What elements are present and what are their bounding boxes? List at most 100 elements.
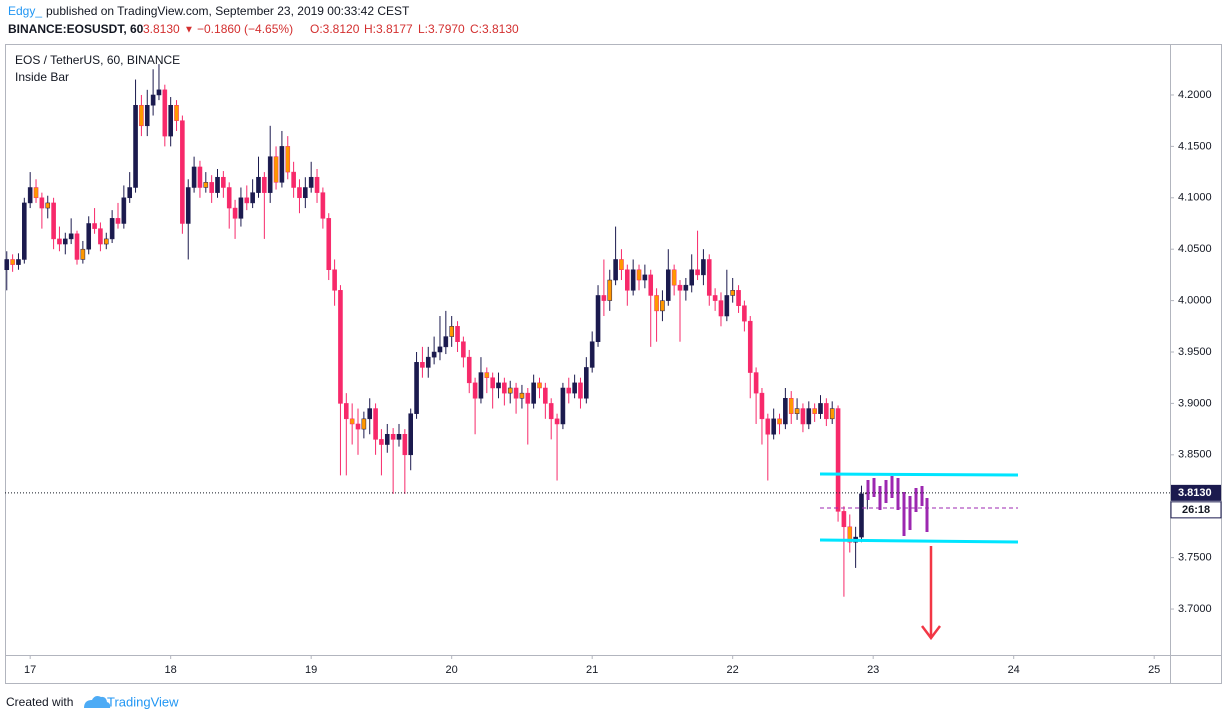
change: −0.1860 (−4.65%): [197, 22, 293, 36]
author[interactable]: Edgy_: [8, 4, 42, 18]
candle-body: [115, 218, 121, 224]
candle-body: [414, 362, 419, 414]
arrow-head: [921, 625, 941, 641]
y-tick-label: 3.9000: [1178, 397, 1212, 409]
candle-body: [63, 238, 68, 245]
brand[interactable]: TradingView: [107, 694, 179, 709]
candle-body: [180, 120, 185, 224]
candle-body: [589, 341, 595, 368]
candle-body: [537, 382, 542, 389]
candle-body: [373, 408, 378, 440]
candle-body: [560, 387, 566, 425]
candle-body: [783, 398, 788, 425]
support-line: [819, 538, 1019, 544]
candle-body: [548, 403, 554, 420]
candle-body: [185, 187, 191, 224]
symbol: BINANCE:EOSUSDT, 60: [8, 22, 144, 36]
candle-body: [466, 356, 472, 384]
y-tick-label: 4.1500: [1178, 140, 1212, 152]
ghost-bars: [866, 476, 929, 536]
candle-body: [279, 146, 285, 183]
candle-body: [349, 418, 355, 425]
candle-body: [601, 295, 607, 301]
candle-body: [384, 434, 390, 445]
candle-body: [607, 279, 613, 301]
candle-body: [33, 187, 39, 199]
candle-body: [308, 176, 314, 188]
candle-body: [27, 187, 33, 204]
candle-body: [68, 233, 74, 240]
x-tick-label: 20: [446, 664, 458, 676]
last-price-box: [1171, 484, 1221, 501]
candle-body: [625, 269, 630, 291]
candle-body: [753, 372, 759, 394]
candle-body: [724, 295, 730, 317]
candle-body: [121, 197, 127, 224]
candle-body: [824, 403, 829, 420]
candle-body: [695, 269, 700, 276]
candle-body: [256, 176, 261, 193]
candle-body: [794, 408, 800, 414]
candle-body: [285, 146, 291, 173]
tradingview-logo[interactable]: [84, 696, 111, 708]
x-tick-label: 18: [165, 664, 177, 676]
y-tick-label: 4.0000: [1178, 295, 1212, 307]
plot: [4, 64, 870, 597]
x-tick-label: 19: [305, 664, 317, 676]
resistance-line: [819, 472, 1019, 477]
candle-body: [109, 218, 115, 240]
candle-body: [174, 104, 179, 121]
candle-body: [226, 187, 232, 209]
candle-body: [326, 218, 332, 271]
chart-frame: [5, 44, 1222, 684]
legend-symbol: EOS / TetherUS, 60, BINANCE: [15, 53, 180, 67]
x-tick-label: 22: [727, 664, 739, 676]
candle-body: [39, 197, 45, 209]
y-tick-label: 4.2000: [1178, 89, 1212, 101]
candle-body: [203, 182, 209, 188]
candle-body: [613, 259, 618, 281]
candle-body: [191, 166, 197, 188]
candle-body: [554, 418, 560, 425]
candle-body: [408, 413, 413, 456]
candle-body: [660, 300, 665, 312]
candle-body: [314, 176, 320, 193]
candle-body: [531, 382, 536, 404]
candle-body: [303, 187, 308, 199]
candle-body: [209, 182, 214, 193]
candle-body: [197, 166, 203, 188]
candle-body: [103, 238, 109, 245]
candle-body: [595, 295, 601, 342]
candle-body: [273, 156, 279, 183]
candle-body: [332, 269, 337, 291]
candle-body: [221, 176, 226, 188]
candle-body: [168, 104, 173, 137]
candle-body: [390, 434, 396, 440]
candle-body: [701, 259, 706, 276]
candle-body: [367, 408, 373, 420]
candle-body: [654, 295, 659, 312]
candle-body: [677, 284, 683, 291]
last-price-label: 3.8130: [1178, 487, 1212, 499]
candle-body: [806, 408, 812, 425]
y-tick-label: 4.0500: [1178, 243, 1212, 255]
y-tick-label: 3.7000: [1178, 603, 1212, 615]
candle-body: [478, 372, 484, 399]
candle-body: [86, 223, 92, 250]
candle-body: [92, 223, 97, 229]
candle-body: [630, 269, 636, 291]
candle-body: [57, 238, 62, 245]
candle-body: [425, 356, 431, 368]
candle-body: [642, 274, 648, 281]
candle-body: [238, 197, 244, 219]
candle-body: [841, 511, 847, 528]
candle-body: [297, 187, 302, 199]
candle-body: [490, 377, 495, 389]
candle-body: [636, 269, 642, 281]
legend-indicator: Inside Bar: [15, 70, 69, 84]
low: L:3.7970: [418, 22, 465, 36]
y-tick-label: 3.7500: [1178, 552, 1212, 564]
candle-body: [519, 392, 525, 399]
candle-body: [449, 326, 454, 337]
